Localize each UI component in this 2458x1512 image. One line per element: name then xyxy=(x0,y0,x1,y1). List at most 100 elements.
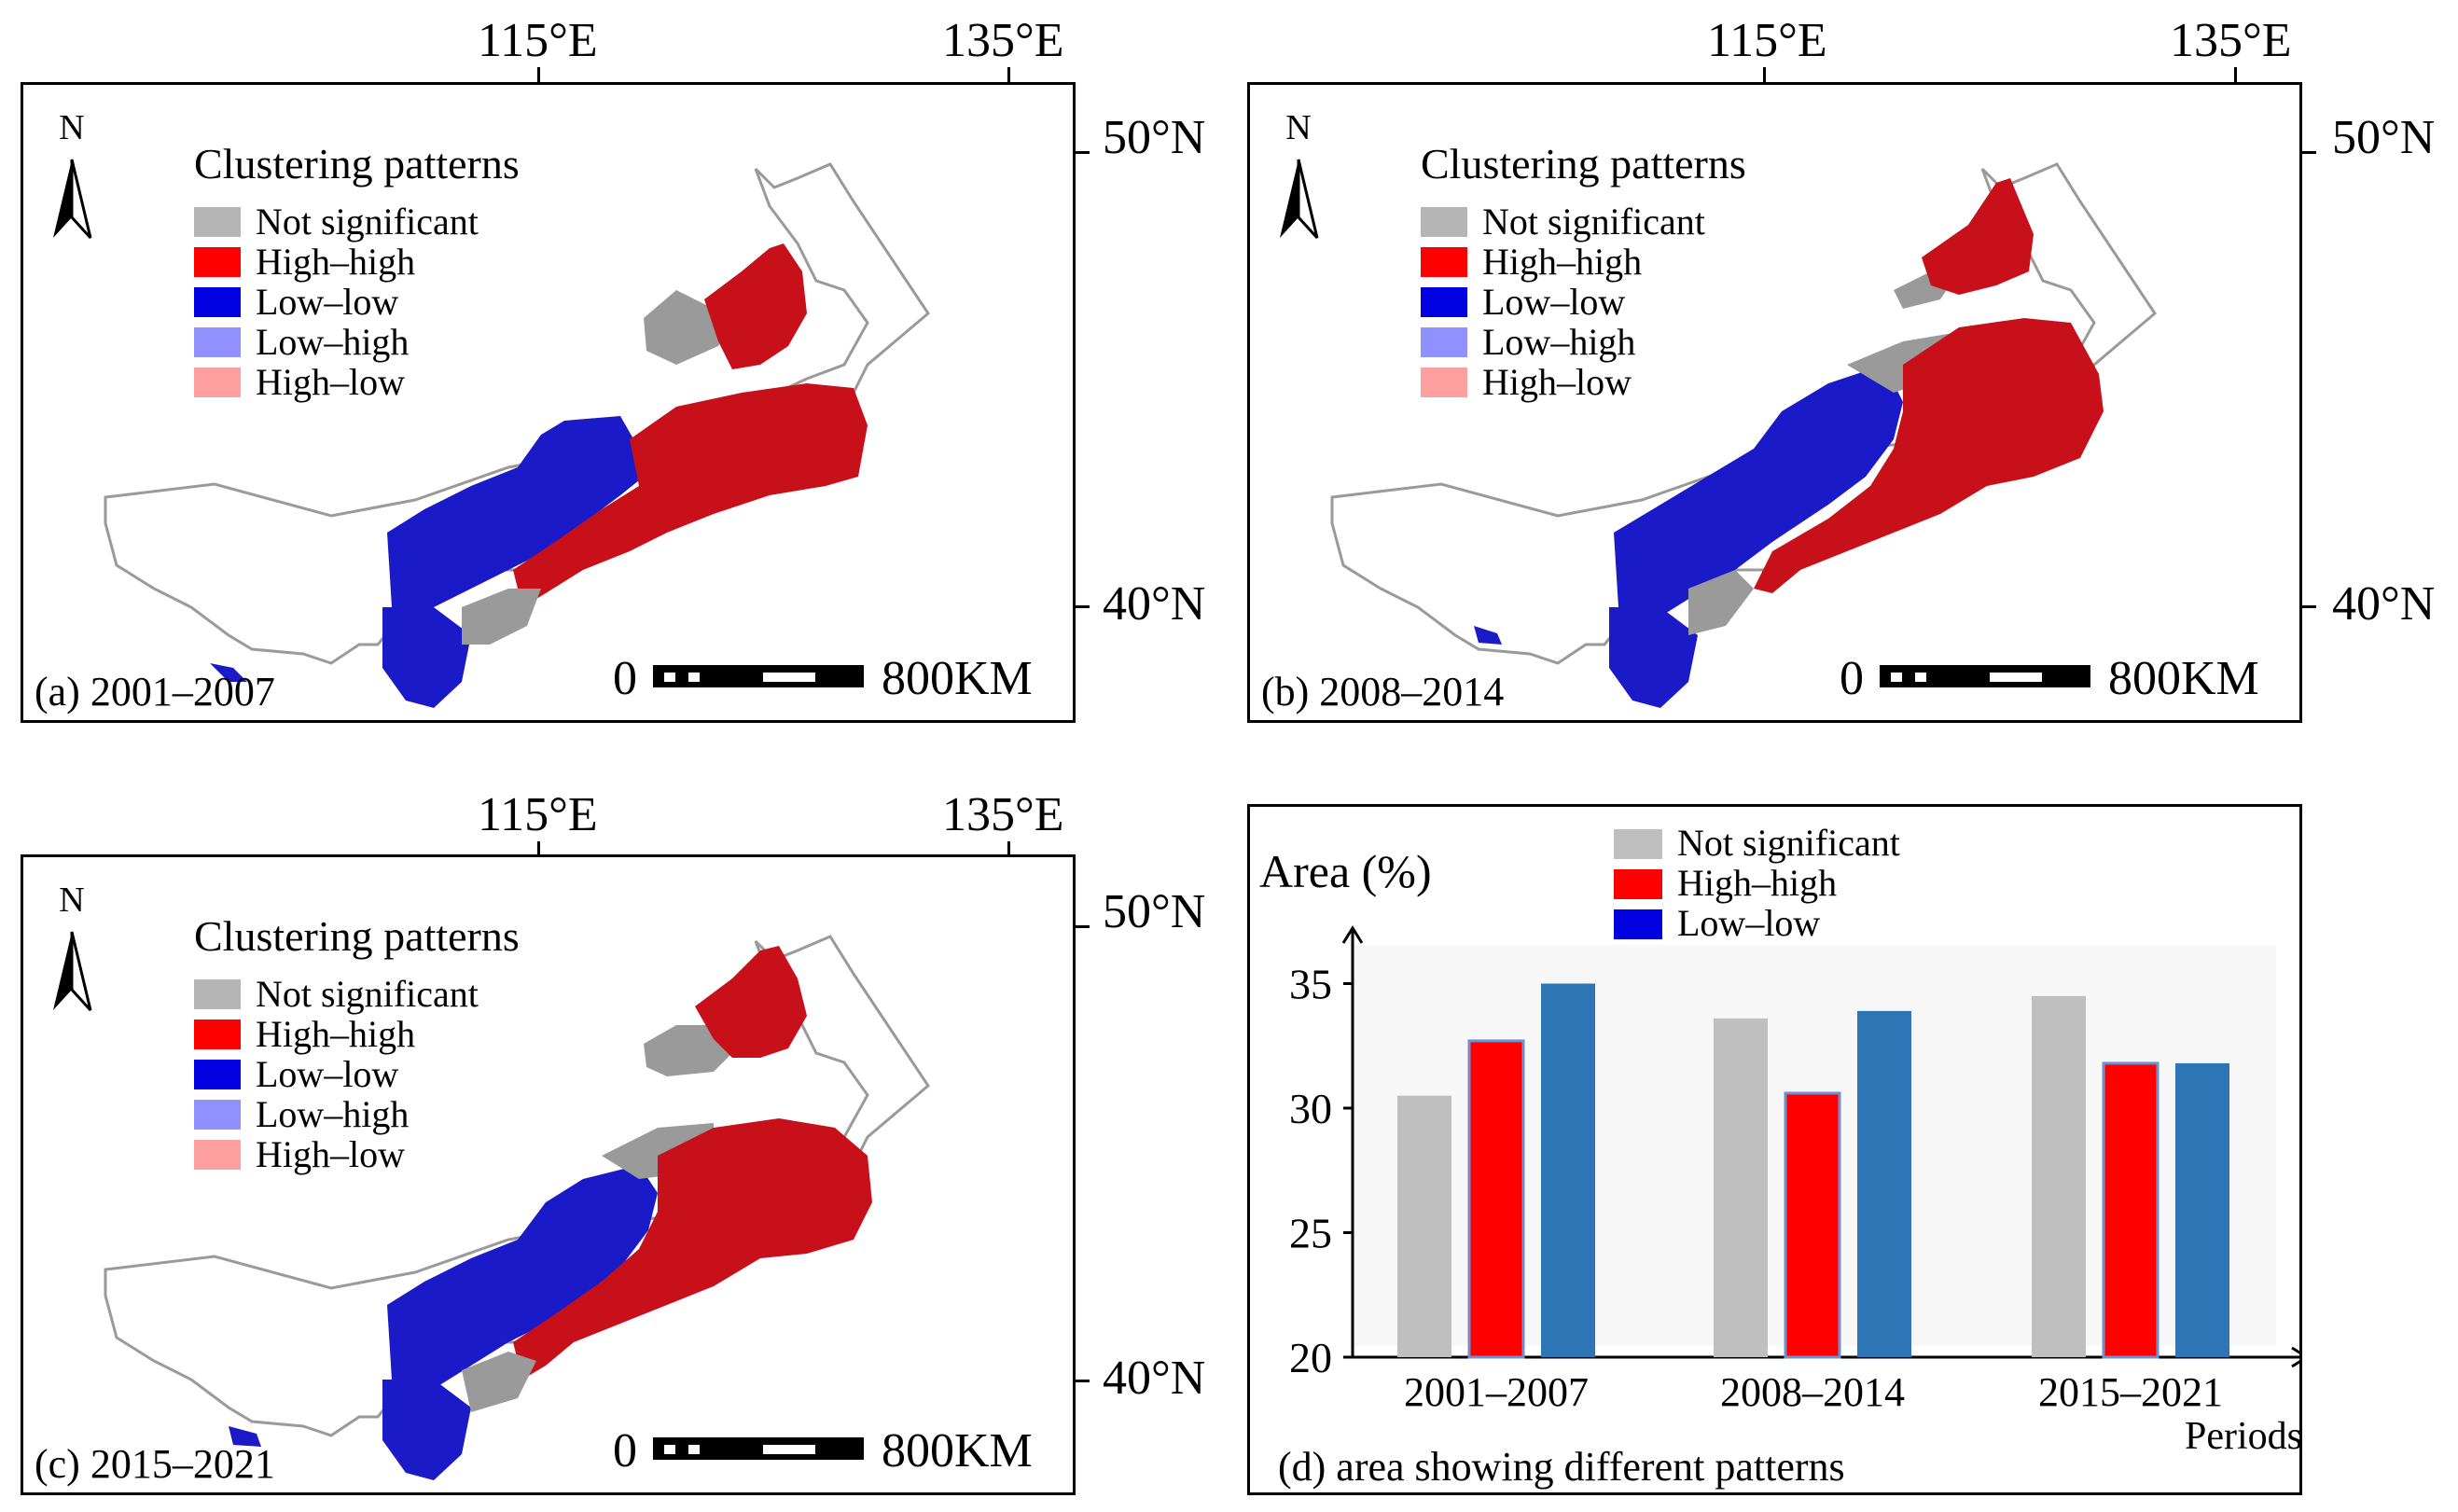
y-ticks: 20 25 30 35 xyxy=(1289,961,1353,1381)
legend-swatch xyxy=(194,326,241,357)
region-not-significant xyxy=(1688,570,1754,635)
legend-item-low-high: Low–high xyxy=(1421,320,1635,364)
bar-high-high-2 xyxy=(2102,1061,2159,1359)
lon-label-115: 115°E xyxy=(1707,14,1827,67)
legend-c: Clustering patterns Not significant High… xyxy=(194,911,586,1175)
region-outlier xyxy=(229,1426,261,1447)
chart-frame-d: Area (%) Periods (d) area showing differ… xyxy=(1247,804,2302,1495)
region-low-low xyxy=(382,1380,471,1480)
north-arrow-right xyxy=(70,931,92,1012)
region-not-significant xyxy=(462,589,541,645)
north-arrow: N xyxy=(53,108,92,240)
chart-title: (d) area showing different patterns xyxy=(1278,1444,1845,1490)
north-arrow-left xyxy=(53,160,72,238)
y-tick-label: 35 xyxy=(1289,961,1332,1008)
legend-item-high-high: High–high xyxy=(1421,240,1642,284)
scale-bar xyxy=(653,665,864,687)
map-c xyxy=(104,935,930,1480)
scale-distance: 800KM xyxy=(2108,652,2259,705)
legend-item-high-low: High–low xyxy=(1421,360,1632,404)
north-arrow-right xyxy=(70,159,92,240)
lat-tick xyxy=(2301,605,2316,608)
x-ticks: 2001–2007 2008–2014 2015–2021 xyxy=(1404,1369,2223,1415)
scale-zero: 0 xyxy=(613,1424,637,1477)
region-high-high xyxy=(513,1118,872,1380)
legend-item-not-significant: Not significant xyxy=(1421,200,1705,243)
region-low-low xyxy=(382,607,471,708)
legend-item-low-high: Low–high xyxy=(194,1092,409,1136)
lat-tick xyxy=(1075,1380,1090,1382)
lon-label-115: 115°E xyxy=(478,14,598,67)
legend-item-not-significant: Not significant xyxy=(194,972,479,1016)
map-frame-b: N Clustering patterns Not significant Hi… xyxy=(1247,82,2302,723)
scale-distance: 800KM xyxy=(882,652,1033,705)
y-tick-label: 25 xyxy=(1289,1210,1332,1257)
region-low-low xyxy=(387,1165,658,1408)
x-axis-label: Periods xyxy=(2185,1415,2299,1458)
chart-legend: Not significant High–high Low–low xyxy=(1614,822,1900,944)
y-axis-arrow xyxy=(1341,925,1364,944)
legend-item-high-high: High–high xyxy=(194,240,415,284)
region-low-low xyxy=(387,416,644,635)
legend-swatch xyxy=(194,1019,241,1049)
bar-low-low-1 xyxy=(1857,1010,1911,1357)
lon-tick xyxy=(537,841,540,856)
legend-swatch xyxy=(1421,206,1467,237)
legend-swatch xyxy=(194,1099,241,1130)
lon-label-115: 115°E xyxy=(478,788,598,841)
legend-item-low-low: Low–low xyxy=(194,280,398,324)
legend-item-low-high: Low–high xyxy=(194,320,409,364)
north-arrow: N xyxy=(1280,108,1319,240)
legend-swatch xyxy=(194,206,241,237)
lat-label-40: 40°N xyxy=(1103,1352,1206,1405)
chart-legend-swatch-high-high xyxy=(1614,869,1662,899)
legend-item-high-high: High–high xyxy=(194,1012,415,1056)
legend-item-low-low: Low–low xyxy=(1421,280,1625,324)
bar-low-low-0 xyxy=(1541,983,1595,1357)
map-a xyxy=(104,162,930,708)
bar-high-high-1 xyxy=(1784,1091,1841,1359)
north-label: N xyxy=(59,881,84,920)
legend-swatch xyxy=(194,978,241,1009)
legend-swatch xyxy=(194,286,241,317)
lat-label-40: 40°N xyxy=(2332,577,2436,631)
region-not-significant xyxy=(462,1352,536,1412)
legend-swatch xyxy=(1421,326,1467,357)
y-tick-label: 20 xyxy=(1289,1334,1332,1381)
lat-label-40: 40°N xyxy=(1103,577,1206,631)
region-high-high xyxy=(513,383,868,607)
lat-label-50: 50°N xyxy=(1103,885,1206,938)
scale-zero: 0 xyxy=(1840,652,1864,705)
legend-title: Clustering patterns xyxy=(1421,140,1746,187)
legend-item-high-low: High–low xyxy=(194,360,405,404)
region-low-low xyxy=(1614,365,1903,635)
chart-legend-label: High–high xyxy=(1677,862,1837,904)
scale-bar xyxy=(1880,665,2090,687)
panel-label-b: (b) 2008–2014 xyxy=(1261,669,1505,714)
lon-label-135: 135°E xyxy=(942,788,1064,841)
legend-item-not-significant: Not significant xyxy=(194,200,479,243)
scale-bar xyxy=(653,1437,864,1460)
y-tick-label: 30 xyxy=(1289,1085,1332,1132)
lon-tick xyxy=(1763,67,1766,82)
chart-legend-label: Low–low xyxy=(1677,902,1820,944)
region-high-high xyxy=(704,243,807,369)
lat-tick xyxy=(1075,605,1090,608)
bars xyxy=(1397,983,2229,1359)
panel-label-a: (a) 2001–2007 xyxy=(35,669,275,714)
legend-b: Clustering patterns Not significant High… xyxy=(1421,139,1812,403)
legend-swatch xyxy=(1421,286,1467,317)
bar-high-high-0 xyxy=(1467,1039,1525,1359)
lon-tick xyxy=(537,67,540,82)
lon-label-135: 135°E xyxy=(2170,14,2292,67)
bar-chart: Area (%) Periods (d) area showing differ… xyxy=(1259,822,2299,1490)
north-arrow-right xyxy=(1297,159,1319,240)
lat-tick xyxy=(1075,151,1090,154)
legend-item-high-low: High–low xyxy=(194,1132,405,1176)
region-high-high xyxy=(695,946,807,1058)
region-outlier xyxy=(1474,626,1502,645)
bar-low-low-2 xyxy=(2175,1062,2229,1357)
scale-zero: 0 xyxy=(613,652,637,705)
x-tick-label: 2008–2014 xyxy=(1720,1369,1905,1415)
x-tick-label: 2001–2007 xyxy=(1404,1369,1589,1415)
